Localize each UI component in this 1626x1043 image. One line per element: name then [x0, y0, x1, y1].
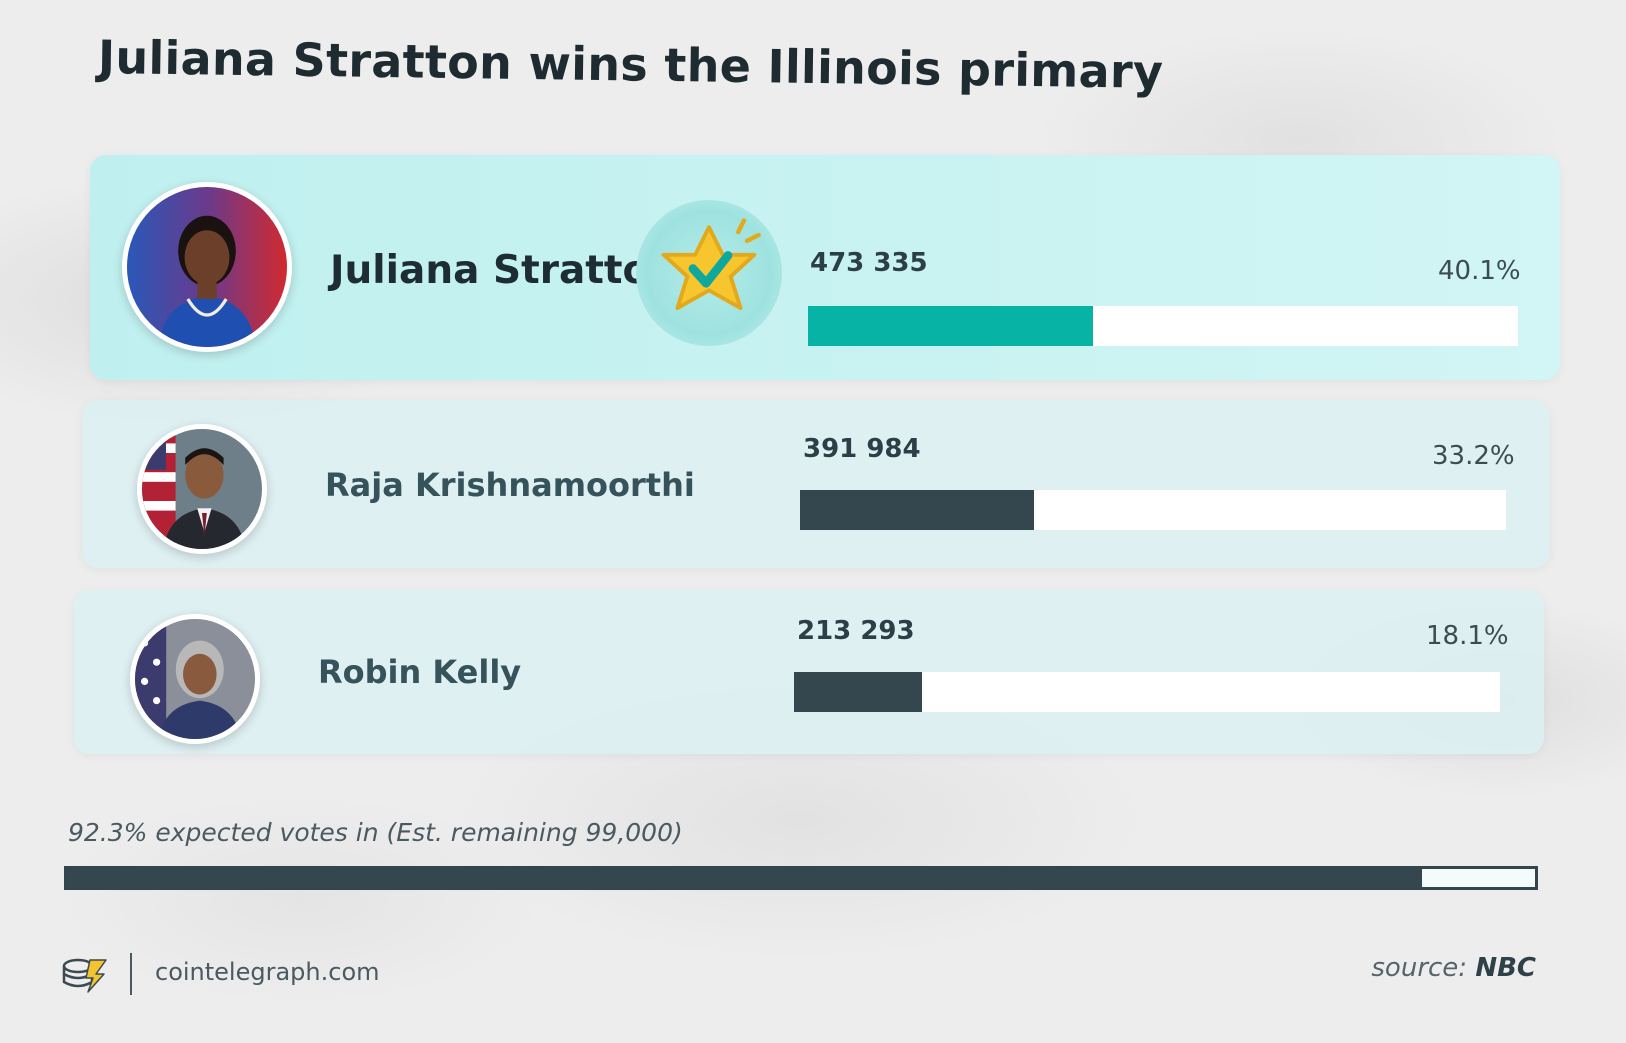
expected-votes-fill [67, 869, 1422, 887]
candidate-name-kelly: Robin Kelly [318, 653, 522, 691]
pct-kelly: 18.1% [1426, 621, 1509, 651]
bar-track-stratton [808, 306, 1518, 346]
site-name: cointelegraph.com [155, 958, 380, 986]
avatar-stratton [122, 182, 292, 352]
source-credit: source: NBC [1371, 953, 1536, 983]
footer-divider [130, 953, 132, 995]
source-name: NBC [1475, 953, 1536, 983]
bar-krishnamoorthi [800, 490, 1035, 530]
candidate-card-krishnamoorthi [82, 400, 1550, 568]
avatar-krishnamoorthi [137, 424, 267, 554]
candidate-name-krishnamoorthi: Raja Krishnamoorthi [325, 466, 695, 504]
pct-krishnamoorthi: 33.2% [1432, 441, 1515, 471]
bar-track-krishnamoorthi [800, 490, 1506, 530]
expected-votes-label: 92.3% expected votes in (Est. remaining … [68, 818, 683, 847]
bar-stratton [808, 306, 1093, 346]
expected-votes-track [64, 866, 1538, 890]
bar-kelly [794, 672, 922, 712]
candidate-name-stratton: Juliana Stratton [330, 248, 678, 293]
votes-krishnamoorthi: 391 984 [803, 434, 921, 464]
source-prefix: source: [1371, 953, 1476, 983]
checkmark-star-badge-icon [661, 218, 761, 311]
pct-stratton: 40.1% [1438, 256, 1521, 286]
bar-track-kelly [794, 672, 1500, 712]
avatar-kelly [130, 614, 260, 744]
chart-title: Juliana Stratton wins the Illinois prima… [97, 30, 1164, 99]
cointelegraph-coin-logo-icon [60, 952, 108, 996]
votes-stratton: 473 335 [810, 248, 928, 278]
votes-kelly: 213 293 [797, 616, 915, 646]
winner-badge [636, 200, 782, 346]
